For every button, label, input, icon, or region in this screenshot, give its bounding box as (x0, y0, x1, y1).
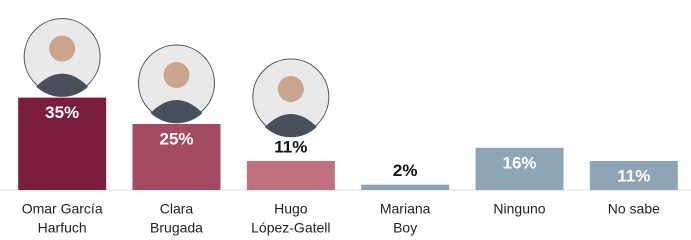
value-label: 25% (159, 130, 193, 149)
x-tick-label: Mariana (380, 201, 431, 217)
value-label: 16% (502, 153, 536, 172)
photo-head (278, 76, 304, 102)
x-tick-label: Ninguno (493, 201, 545, 217)
value-label: 2% (393, 161, 418, 180)
x-tick-label: Boy (393, 220, 417, 236)
bar (247, 161, 335, 190)
photo-head (49, 36, 75, 62)
x-tick-label: Clara (160, 201, 194, 217)
x-tick-label: Hugo (274, 201, 308, 217)
value-label: 35% (45, 103, 79, 122)
value-label: 11% (617, 166, 650, 185)
x-tick-label: López-Gatell (251, 220, 330, 236)
value-label: 11% (274, 137, 307, 156)
x-tick-label: No sabe (608, 201, 660, 217)
x-tick-label: Harfuch (38, 220, 87, 236)
x-tick-label: Omar García (22, 201, 103, 217)
x-tick-label: Brugada (150, 220, 203, 236)
photo-head (164, 62, 190, 88)
bar (361, 185, 449, 190)
chart: Omar García Harfuch 35% Clara Brugada 25% Hugo… (0, 0, 691, 240)
